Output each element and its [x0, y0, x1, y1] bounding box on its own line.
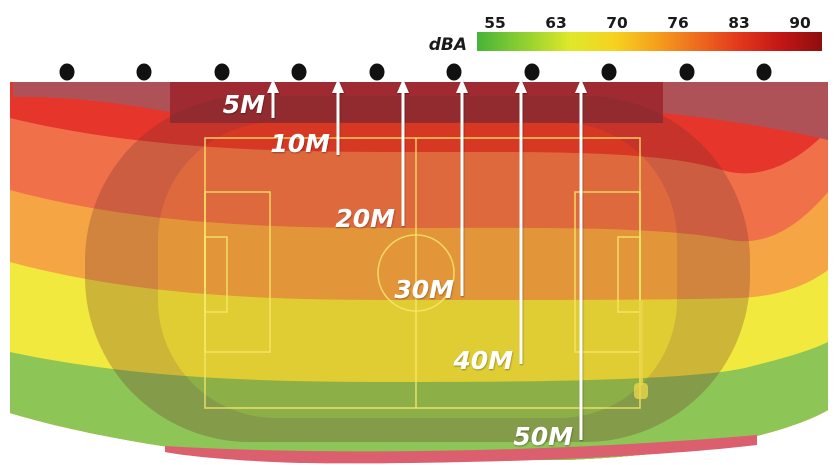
distance-label-30m: 30M	[394, 275, 454, 304]
legend-tick-83: 83	[728, 14, 750, 32]
infield-tint	[158, 122, 677, 418]
distance-arrow-30m: 30M	[394, 79, 468, 304]
speaker-dot	[601, 63, 617, 81]
distance-label-40m: 40M	[452, 346, 513, 375]
goal-post-base	[634, 383, 648, 399]
distance-annotations: 5M 10M 20M 30M 40M 50M	[223, 79, 587, 451]
speaker-dot	[59, 63, 75, 81]
legend-tick-55: 55	[484, 14, 506, 32]
distance-label-20m: 20M	[335, 204, 395, 233]
legend-colorbar	[477, 32, 822, 51]
legend-tick-90: 90	[789, 14, 811, 32]
legend-tick-63: 63	[545, 14, 567, 32]
goal-box-left	[204, 236, 228, 313]
distance-arrow-10m: 10M	[270, 79, 344, 158]
speaker-row	[59, 63, 772, 81]
band-55-63-dba	[10, 342, 828, 460]
speaker-dot	[136, 63, 152, 81]
arrow-head-icon	[267, 79, 279, 93]
distance-label-10m: 10M	[270, 129, 330, 158]
legend-tick-76: 76	[667, 14, 689, 32]
arrow-head-icon	[397, 79, 409, 93]
speaker-dot	[291, 63, 307, 81]
distance-label-5m: 5M	[223, 90, 265, 119]
bottom-stand-strip	[165, 435, 757, 464]
goal-post-right	[634, 300, 648, 399]
speaker-dot	[369, 63, 385, 81]
distance-arrow-40m: 40M	[452, 79, 527, 375]
legend: dBA 55 63 70 76 83 90	[429, 14, 822, 55]
speaker-dot	[446, 63, 462, 81]
legend-unit-label: dBA	[429, 35, 467, 55]
distance-arrow-50m: 50M	[513, 79, 587, 451]
arrow-head-icon	[575, 79, 587, 93]
speaker-dot	[214, 63, 230, 81]
distance-arrow-20m: 20M	[335, 79, 409, 233]
arrow-head-icon	[515, 79, 527, 93]
distance-label-50m: 50M	[513, 422, 573, 451]
field-markings	[204, 137, 641, 409]
legend-tick-70: 70	[606, 14, 628, 32]
goal-box-right	[617, 236, 641, 313]
stand-strip-left	[13, 82, 170, 112]
speaker-dot	[756, 63, 772, 81]
speaker-dot	[524, 63, 540, 81]
arrow-head-icon	[332, 79, 344, 93]
speaker-dot	[679, 63, 695, 81]
arrow-head-icon	[456, 79, 468, 93]
distance-arrow-5m: 5M	[223, 79, 279, 119]
stand-strip-right	[653, 82, 828, 140]
center-circle	[377, 234, 455, 312]
running-track-ring	[85, 96, 750, 442]
